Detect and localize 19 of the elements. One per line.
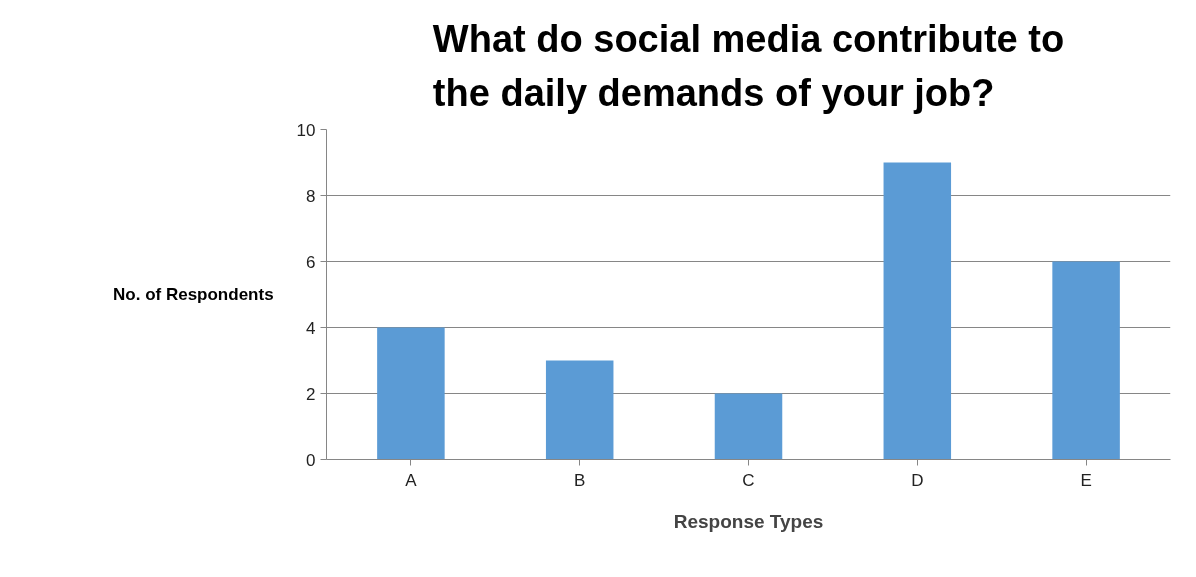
y-tick-label: 0 [306, 450, 316, 470]
bar [545, 360, 614, 460]
x-tick-label: D [911, 470, 924, 490]
y-tick-label: 2 [306, 384, 316, 404]
bar [714, 393, 783, 460]
chart-title: What do social media contribute to the daily demands of your job? [432, 17, 1065, 115]
x-axis-title: Response Types [673, 510, 824, 532]
bar [883, 162, 952, 460]
bar [377, 327, 445, 460]
y-tick-label: 4 [306, 318, 316, 338]
x-tick-label: B [574, 470, 586, 490]
x-tick-label: C [742, 470, 755, 490]
y-axis-title: No. of Respondents [113, 285, 274, 304]
x-tick-label: E [1080, 470, 1092, 490]
y-tick-label: 8 [306, 186, 316, 206]
bar [1052, 261, 1120, 460]
y-tick-label: 10 [296, 120, 316, 140]
y-tick-label: 6 [306, 252, 316, 272]
x-tick-label: A [405, 470, 418, 490]
